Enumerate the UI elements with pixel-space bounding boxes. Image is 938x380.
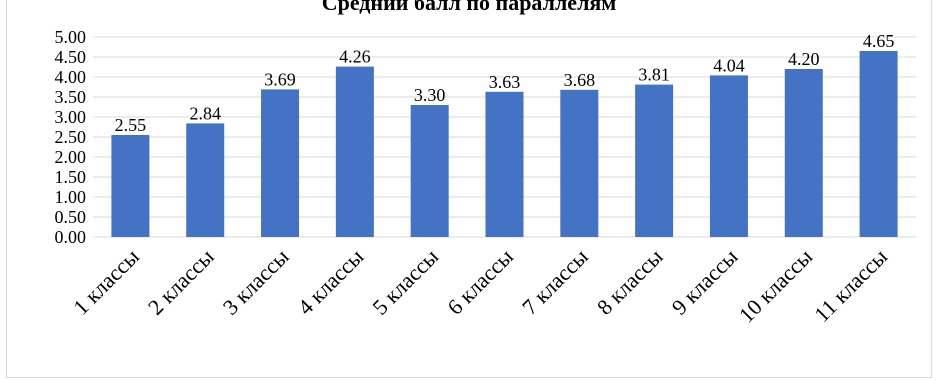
x-tick-label: 1 классы [68,244,144,320]
x-tick-label: 3 классы [218,244,294,320]
y-tick-label: 3.50 [55,87,87,107]
data-label: 3.69 [264,69,296,89]
bar [111,135,150,237]
data-labels: 2.55 2.84 3.69 4.26 3.30 3.63 3.68 3.81 4.04 4.20… [115,31,895,135]
x-tick-label: 5 классы [367,244,443,320]
data-label: 4.65 [863,31,895,51]
x-tick-label: 9 классы [667,244,743,320]
data-label: 4.20 [788,49,820,69]
bar [186,123,225,237]
y-tick-label: 0.00 [55,227,87,247]
y-tick-label: 2.50 [55,127,87,147]
bar [859,51,898,237]
data-label: 3.63 [489,72,521,92]
data-label: 2.84 [189,103,221,123]
y-tick-label: 3.00 [55,107,87,127]
data-label: 2.55 [115,115,147,135]
chart-title: Средний балл по параллелям [321,0,617,15]
y-tick-label: 1.50 [55,167,87,187]
y-tick-label: 5.00 [55,27,87,47]
bar [709,75,748,238]
y-tick-label: 0.50 [55,207,87,227]
x-tick-label: 6 классы [442,244,518,320]
data-label: 3.81 [638,65,670,85]
y-tick-label: 4.00 [55,67,87,87]
data-label: 4.04 [713,55,745,75]
data-label: 4.26 [339,47,371,67]
y-axis-tick-labels: 0.000.501.001.502.002.503.003.504.004.50… [55,27,87,247]
x-tick-label: 8 классы [592,244,668,320]
bar [560,89,599,237]
bars [111,51,898,238]
y-tick-label: 2.00 [55,147,87,167]
bar [335,66,374,237]
bar [410,105,449,237]
chart-frame [6,0,932,378]
x-tick-label: 10 классы [734,244,818,328]
bar [261,89,300,238]
bar [485,91,524,237]
x-tick-label: 2 классы [143,244,219,320]
x-tick-label: 11 классы [809,244,892,327]
data-label: 3.30 [414,85,446,105]
x-tick-label: 7 классы [517,244,593,320]
y-tick-label: 1.00 [55,187,87,207]
x-tick-label: 4 классы [293,244,369,320]
data-label: 3.68 [564,70,596,90]
bar [784,69,823,237]
bar [635,84,674,237]
y-tick-label: 4.50 [55,47,87,67]
